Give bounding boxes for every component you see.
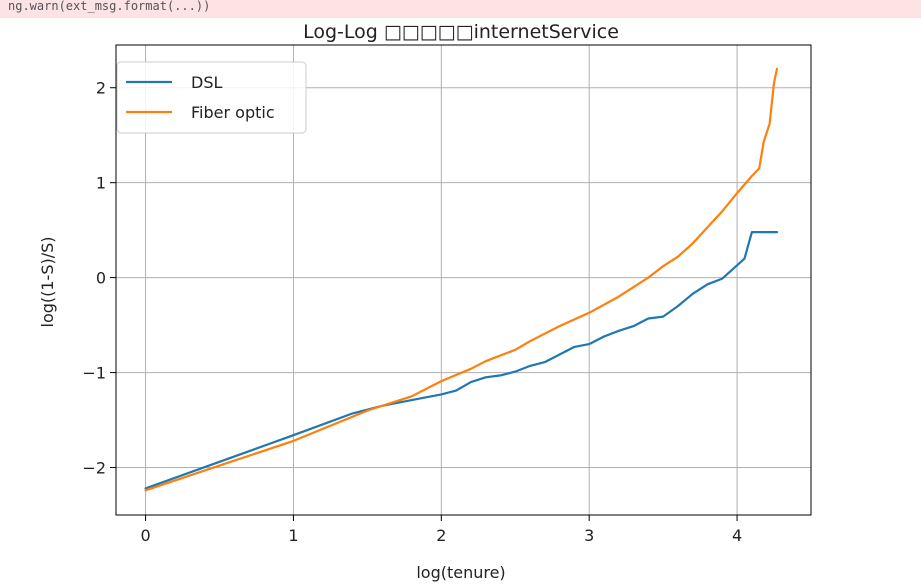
legend-label-fiber-optic: Fiber optic: [191, 103, 275, 122]
legend-box: [116, 61, 307, 134]
y-tick-label: 2: [96, 79, 106, 98]
axis-ticks: 0 1 2 3 4 −2 −1 0 1 2: [82, 79, 742, 545]
x-tick-label: 1: [288, 526, 298, 545]
y-tick-label: 1: [96, 174, 106, 193]
chart-title: Log-Log □□□□□internetService: [303, 21, 619, 43]
y-tick-label: 0: [96, 269, 106, 288]
warning-notice-strip: ng.warn(ext_msg.format(...)): [0, 0, 921, 18]
x-axis-title: log(tenure): [416, 563, 505, 582]
series-line-dsl: [144, 231, 779, 490]
y-tick-label: −2: [82, 459, 106, 478]
x-tick-label: 4: [732, 526, 742, 545]
x-tick-label: 0: [140, 526, 150, 545]
warning-notice-text: ng.warn(ext_msg.format(...)): [8, 0, 211, 13]
x-tick-label: 2: [436, 526, 446, 545]
series-line-fiber-optic: [144, 67, 779, 492]
series-lines: [144, 67, 779, 492]
chart-legend: DSL Fiber optic: [116, 61, 307, 134]
y-axis-title: log((1-S)/S): [38, 236, 57, 327]
x-tick-label: 3: [584, 526, 594, 545]
legend-label-dsl: DSL: [191, 73, 222, 92]
plot-area-frame: [115, 44, 812, 516]
y-tick-label: −1: [82, 364, 106, 383]
